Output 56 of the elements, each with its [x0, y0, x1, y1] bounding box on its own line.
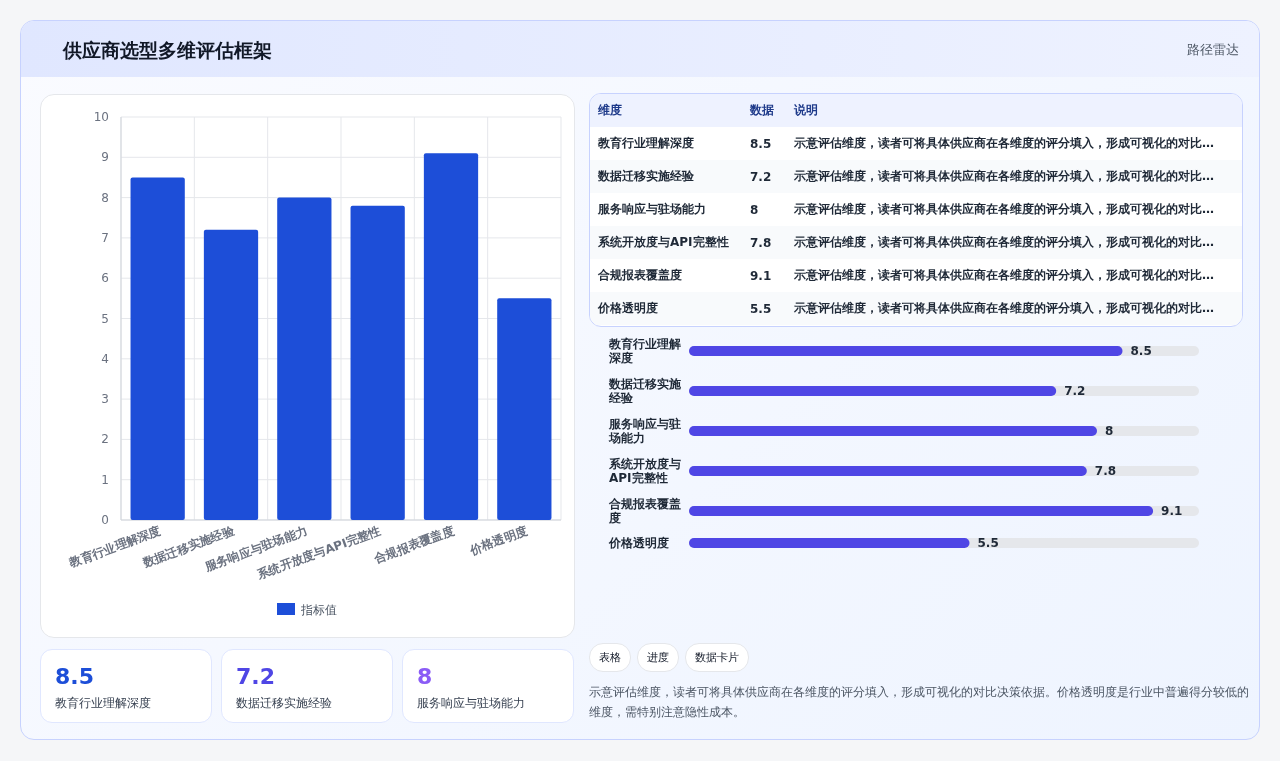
bar	[497, 298, 552, 520]
y-tick-label: 合规报表覆盖度	[608, 497, 681, 525]
text: 数据	[742, 94, 786, 127]
data-label: 5.5	[977, 536, 999, 550]
y-tick-label: 10	[93, 110, 109, 124]
text: 8	[417, 664, 433, 689]
y-tick-label: 2	[101, 432, 109, 447]
y-tick-label: 6	[101, 271, 109, 286]
category-label: 服务响应与驻场能力	[417, 695, 526, 712]
text: 7.8	[750, 235, 772, 250]
text: 8.5	[55, 664, 94, 689]
y-tick-label: 5	[101, 311, 109, 326]
y-tick-label: 1	[101, 472, 109, 487]
text: 7.2	[236, 664, 275, 689]
text: 示意评估维度，读者可将具体供应商在各维度的评分填入，形成可视化的对比…	[786, 160, 1242, 193]
text: 9.1	[750, 268, 772, 283]
y-tick-label: 服务响应与驻场能力	[608, 417, 681, 445]
bar	[130, 177, 185, 520]
text: 供应商选型多维评估框架	[63, 38, 272, 63]
data-label: 8.5	[1130, 344, 1152, 358]
text: 路径雷达	[1187, 41, 1239, 59]
y-tick-label: 系统开放度与API完整性	[608, 457, 681, 485]
data-label: 7.2	[1064, 384, 1086, 398]
text: 5.5	[750, 301, 772, 316]
data-label: 9.1	[1161, 504, 1183, 518]
y-tick-label: 教育行业理解深度	[608, 337, 681, 365]
y-tick-label: 数据迁移实施经验	[608, 377, 682, 405]
bar	[203, 229, 259, 520]
bar	[277, 197, 332, 520]
legend-label: 指标值	[300, 603, 337, 617]
text: 示意评估维度，读者可将具体供应商在各维度的评分填入，形成可视化的对比…	[793, 135, 1215, 152]
text: 示意评估维度，读者可将具体供应商在各维度的评分填入，形成可视化的对比…	[793, 267, 1215, 284]
text: 7.2	[750, 169, 772, 184]
x-tick-label: 价格透明度	[467, 523, 530, 558]
text: 说明	[786, 94, 1242, 127]
text: 示意评估维度，读者可将具体供应商在各维度的评分填入，形成可视化的对比…	[786, 292, 1242, 325]
y-tick-label: 7	[101, 230, 109, 245]
y-tick-label: 3	[101, 392, 109, 407]
bar	[423, 153, 479, 520]
text: 示意评估维度，读者可将具体供应商在各维度的评分填入，形成可视化的对比…	[786, 226, 1242, 259]
text: 数据卡片	[685, 643, 749, 672]
bar	[350, 205, 405, 520]
text: 示意评估维度，读者可将具体供应商在各维度的评分填入，形成可视化的对比…	[793, 201, 1215, 218]
text: 8.5	[750, 136, 772, 151]
text: 8	[750, 202, 759, 217]
data-label: 8	[1105, 424, 1114, 438]
y-tick-label: 4	[101, 351, 109, 366]
y-tick-label: 8	[101, 190, 109, 205]
text: 进度	[637, 643, 679, 672]
text: 维度	[590, 94, 742, 127]
y-tick-label: 0	[101, 513, 109, 527]
y-tick-label: 9	[101, 150, 109, 165]
data-label: 7.8	[1094, 464, 1117, 478]
text: 示意评估维度，读者可将具体供应商在各维度的评分填入，形成可视化的对比决策依据。价格透明度是行业中普遍得分较低的维度，需特别注意隐性成本。	[589, 684, 1249, 721]
text: 表格	[589, 643, 631, 672]
category-label: 数据迁移实施经验	[236, 695, 333, 712]
